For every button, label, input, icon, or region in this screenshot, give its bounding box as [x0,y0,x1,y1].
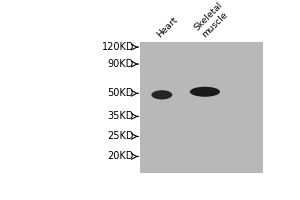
Text: 20KD: 20KD [108,151,134,161]
Text: 25KD: 25KD [107,131,134,141]
Ellipse shape [190,87,220,97]
Text: 90KD: 90KD [108,59,134,69]
Ellipse shape [152,90,172,99]
Text: 50KD: 50KD [108,88,134,98]
Bar [140,42,263,173]
Text: 35KD: 35KD [108,111,134,121]
Text: Heart: Heart [155,15,180,39]
Text: 120KD: 120KD [101,42,134,52]
Text: Skeletal
muscle: Skeletal muscle [192,0,232,39]
